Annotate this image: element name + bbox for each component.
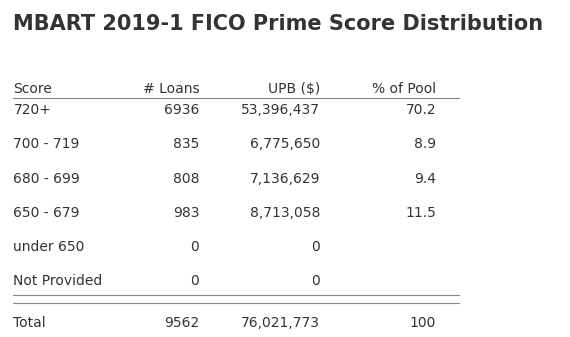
Text: 11.5: 11.5 bbox=[405, 206, 436, 220]
Text: 9.4: 9.4 bbox=[414, 172, 436, 186]
Text: 100: 100 bbox=[410, 316, 436, 330]
Text: 0: 0 bbox=[311, 274, 320, 288]
Text: 6936: 6936 bbox=[164, 103, 199, 117]
Text: % of Pool: % of Pool bbox=[372, 82, 436, 96]
Text: Not Provided: Not Provided bbox=[14, 274, 103, 288]
Text: 8,713,058: 8,713,058 bbox=[250, 206, 320, 220]
Text: MBART 2019-1 FICO Prime Score Distribution: MBART 2019-1 FICO Prime Score Distributi… bbox=[14, 14, 544, 34]
Text: 835: 835 bbox=[173, 137, 200, 151]
Text: 808: 808 bbox=[173, 172, 200, 186]
Text: 9562: 9562 bbox=[164, 316, 200, 330]
Text: 0: 0 bbox=[190, 274, 200, 288]
Text: # Loans: # Loans bbox=[142, 82, 200, 96]
Text: 0: 0 bbox=[311, 240, 320, 254]
Text: 680 - 699: 680 - 699 bbox=[14, 172, 80, 186]
Text: 70.2: 70.2 bbox=[405, 103, 436, 117]
Text: Score: Score bbox=[14, 82, 52, 96]
Text: 700 - 719: 700 - 719 bbox=[14, 137, 80, 151]
Text: Total: Total bbox=[14, 316, 46, 330]
Text: 53,396,437: 53,396,437 bbox=[241, 103, 320, 117]
Text: 983: 983 bbox=[173, 206, 200, 220]
Text: UPB ($): UPB ($) bbox=[268, 82, 320, 96]
Text: 6,775,650: 6,775,650 bbox=[250, 137, 320, 151]
Text: 76,021,773: 76,021,773 bbox=[241, 316, 320, 330]
Text: 7,136,629: 7,136,629 bbox=[250, 172, 320, 186]
Text: 650 - 679: 650 - 679 bbox=[14, 206, 80, 220]
Text: 720+: 720+ bbox=[14, 103, 51, 117]
Text: 0: 0 bbox=[190, 240, 200, 254]
Text: under 650: under 650 bbox=[14, 240, 85, 254]
Text: 8.9: 8.9 bbox=[414, 137, 436, 151]
